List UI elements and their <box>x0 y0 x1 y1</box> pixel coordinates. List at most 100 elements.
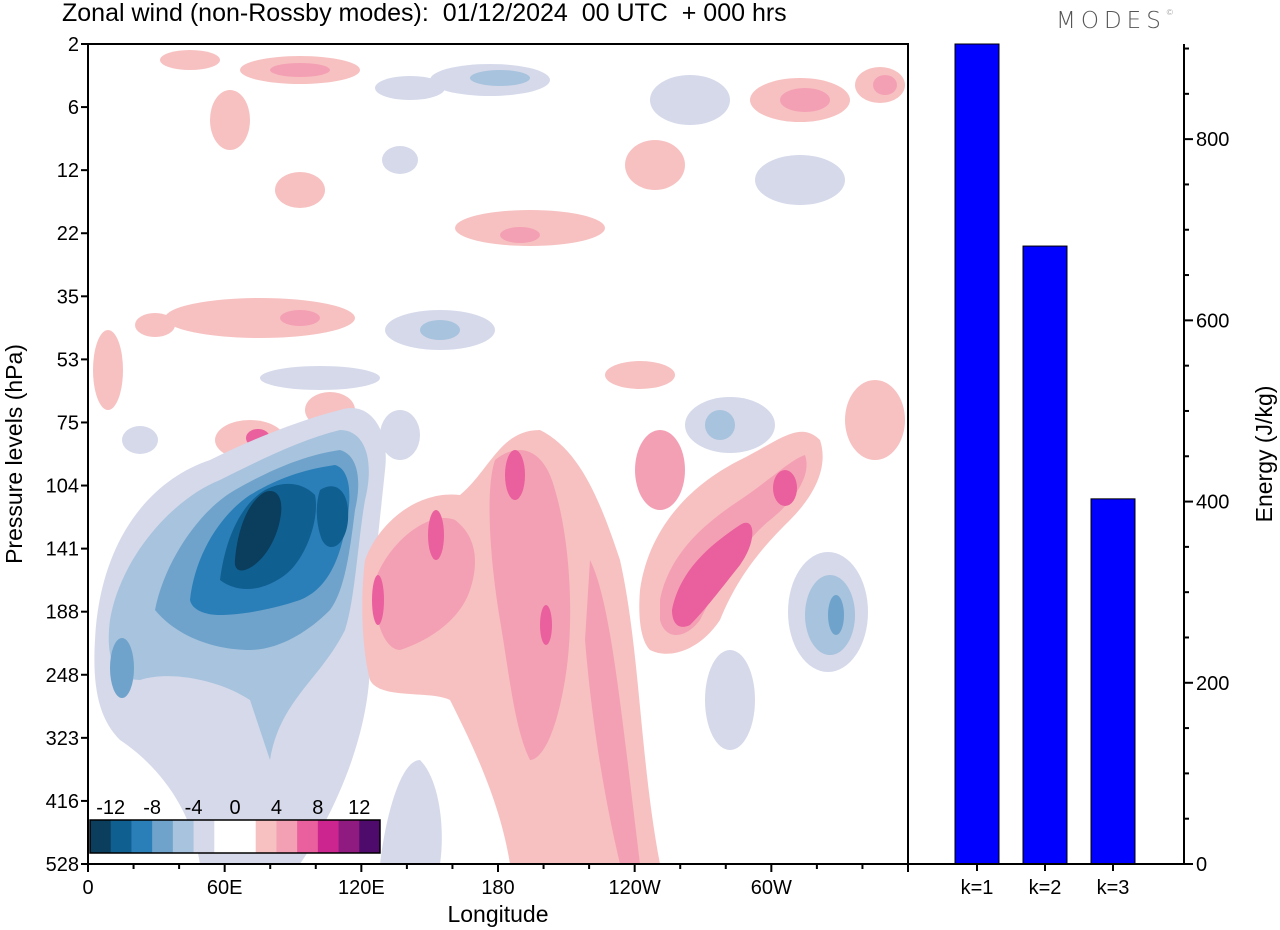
colorbar-swatch <box>297 820 319 853</box>
colorbar-swatches <box>89 819 381 854</box>
energy-bar <box>1022 245 1068 865</box>
contour-patch <box>455 210 605 246</box>
contour-pos-7 <box>372 575 384 625</box>
x-tick-label: 180 <box>481 877 514 899</box>
contour-patch <box>845 380 905 460</box>
contour-patch <box>375 76 445 100</box>
x-tick-label: 60W <box>751 877 792 899</box>
y-tick-label: 141 <box>46 539 79 561</box>
contour-pos-p5 <box>635 430 685 510</box>
longitude-axis-ticks: 0 60E 120E 180 120W 60W <box>82 864 909 899</box>
contour-patch <box>625 140 685 190</box>
y-tick-label: 35 <box>57 286 79 308</box>
contour-patch <box>210 90 250 150</box>
y-tick-label: 416 <box>46 791 79 813</box>
contour-patch <box>93 330 123 410</box>
chart-title: Zonal wind (non-Rossby modes): 01/12/202… <box>62 0 787 27</box>
x-tick-label: 120E <box>338 877 385 899</box>
contour-patch <box>420 320 460 340</box>
colorbar-swatch <box>90 820 112 853</box>
positive-pacific <box>635 430 823 654</box>
contour-patch <box>270 63 330 77</box>
contour-neg-5b <box>316 486 349 548</box>
contour-patch <box>873 75 897 95</box>
energy-tick-label: 200 <box>1196 673 1229 695</box>
energy-bar <box>1090 498 1136 865</box>
colorbar-swatch <box>110 820 132 853</box>
contour-patch <box>780 88 830 112</box>
colorbar-swatch <box>172 820 195 853</box>
colorbar-labels: -12 -8 -4 0 4 8 12 <box>96 797 370 819</box>
contour-patch <box>705 410 735 440</box>
y-tick-label: 6 <box>68 97 79 119</box>
contour-pos-3 <box>489 450 571 760</box>
y-tick-label: 248 <box>46 665 79 687</box>
modes-logo: MODES© <box>1056 8 1174 34</box>
energy-bar <box>954 43 1000 865</box>
contour-patch <box>165 298 355 338</box>
contour-patch <box>650 75 730 125</box>
colorbar-swatch <box>214 820 236 853</box>
contour-patch <box>260 366 380 390</box>
contour-neg-a4 <box>705 650 755 750</box>
contour-pos-2 <box>374 518 475 650</box>
negative-jet <box>94 408 386 864</box>
contour-neg-6 <box>234 490 282 571</box>
contour-neg-low <box>380 760 442 864</box>
contour-neg-a3 <box>828 595 844 635</box>
colorbar-label: -8 <box>143 797 161 819</box>
contour-patch <box>380 410 420 460</box>
energy-tick-label: 0 <box>1196 854 1207 876</box>
contour-pos-4 <box>505 450 525 500</box>
contour-patch <box>605 361 675 389</box>
contour-neg-lobe <box>110 638 134 698</box>
x-tick-label: 60E <box>207 877 243 899</box>
energy-tick-label: 600 <box>1196 310 1229 332</box>
energy-tick-label: 800 <box>1196 129 1229 151</box>
contour-pos-p3 <box>672 522 753 627</box>
contour-patch <box>755 155 845 205</box>
contour-pos-6 <box>428 510 444 560</box>
y-tick-label: 12 <box>57 160 79 182</box>
y-tick-label: 75 <box>57 412 79 434</box>
y-tick-label: 323 <box>46 728 79 750</box>
y-tick-label: 22 <box>57 223 79 245</box>
colorbar-swatch <box>317 820 340 853</box>
wavenumber-labels: k=1 k=2 k=3 <box>961 864 1129 899</box>
colorbar-swatch <box>193 820 215 853</box>
contour-patch <box>382 146 418 174</box>
colorbar-swatch <box>338 820 360 853</box>
y-tick-label: 528 <box>46 854 79 876</box>
colorbar-label: 4 <box>271 797 282 819</box>
contour-patch <box>275 172 325 208</box>
pressure-axis-ticks: 2 6 12 22 35 53 75 104 141 188 248 323 416 528 <box>46 34 88 876</box>
energy-axis-title: Energy (J/kg) <box>1251 386 1277 523</box>
y-tick-label: 2 <box>68 34 79 56</box>
y-tick-label: 104 <box>46 476 79 498</box>
positive-dateline <box>362 430 660 864</box>
contour-pos-col <box>585 560 640 864</box>
x-axis-title: Longitude <box>447 901 548 927</box>
x-tick-label: 0 <box>82 877 93 899</box>
energy-axis: 0 200 400 600 800 <box>1184 47 1229 876</box>
contour-pos-p4 <box>773 470 797 506</box>
contour-patch <box>470 70 530 86</box>
colorbar-swatch <box>131 820 153 853</box>
y-tick-label: 53 <box>57 349 79 371</box>
colorbar-label: -12 <box>96 797 125 819</box>
y-tick-label: 188 <box>46 602 79 624</box>
category-label: k=1 <box>961 877 994 899</box>
colorbar-swatch <box>235 820 257 853</box>
negative-atlantic <box>705 552 868 750</box>
upper-patches <box>93 50 905 460</box>
colorbar-swatch <box>152 820 174 853</box>
contour-patch <box>135 313 175 337</box>
colorbar-label: 12 <box>348 797 370 819</box>
colorbar-label: -4 <box>185 797 203 819</box>
contour-pos-5 <box>540 605 552 645</box>
contour-patch <box>280 310 320 326</box>
colorbar-swatch <box>276 820 298 853</box>
colorbar: -12 -8 -4 0 4 8 12 <box>89 797 381 854</box>
colorbar-label: 8 <box>312 797 323 819</box>
